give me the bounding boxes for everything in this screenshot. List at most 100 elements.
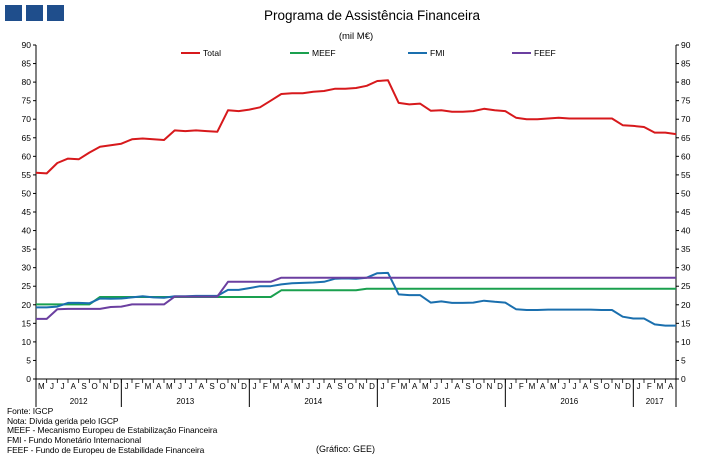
x-tick-label: J xyxy=(445,382,449,391)
y-tick-label: 80 xyxy=(22,77,32,87)
x-tick-label: S xyxy=(209,382,214,391)
x-tick-label: O xyxy=(220,382,226,391)
y-tick-label: 25 xyxy=(681,281,691,291)
x-tick-label: J xyxy=(189,382,193,391)
x-tick-label: F xyxy=(391,382,396,391)
x-tick-label: J xyxy=(50,382,54,391)
series-line-fmi xyxy=(36,271,676,327)
x-tick-label: M xyxy=(166,382,173,391)
y-tick-label: 30 xyxy=(22,263,32,273)
x-tick-label: M xyxy=(657,382,664,391)
chart-title: Programa de Assistência Financeira xyxy=(264,8,481,23)
x-tick-label: J xyxy=(637,382,641,391)
year-label: 2012 xyxy=(70,397,88,406)
x-tick-label: J xyxy=(317,382,321,391)
y-tick-label: 0 xyxy=(26,374,31,384)
x-tick-label: J xyxy=(434,382,438,391)
footnote-fmi: FMI - Fundo Monetário Internacional xyxy=(7,435,141,446)
x-tick-label: M xyxy=(401,382,408,391)
y-tick-label: 45 xyxy=(22,207,32,217)
logo-block xyxy=(5,5,22,21)
y-tick-label: 35 xyxy=(22,244,32,254)
x-tick-label: J xyxy=(381,382,385,391)
x-tick-label: J xyxy=(125,382,129,391)
x-tick-label: O xyxy=(92,382,98,391)
x-tick-label: M xyxy=(529,382,536,391)
x-tick-label: S xyxy=(465,382,470,391)
x-tick-label: J xyxy=(178,382,182,391)
y-tick-label: 10 xyxy=(22,337,32,347)
x-tick-label: J xyxy=(61,382,65,391)
legend: Total MEEF FMI FEEF xyxy=(181,48,556,58)
y-tick-label: 90 xyxy=(22,40,32,50)
y-tick-label: 60 xyxy=(22,151,32,161)
legend-label-feef: FEEF xyxy=(534,48,556,58)
x-tick-label: J xyxy=(573,382,577,391)
x-tick-label: O xyxy=(604,382,610,391)
x-tick-label: A xyxy=(540,382,546,391)
y-tick-label: 15 xyxy=(22,318,32,328)
series-line-total xyxy=(35,79,677,175)
y-tick-label: 0 xyxy=(681,374,686,384)
y-tick-label: 50 xyxy=(681,188,691,198)
x-tick-label: J xyxy=(306,382,310,391)
year-label: 2017 xyxy=(646,397,664,406)
x-tick-label: A xyxy=(583,382,589,391)
x-tick-label: S xyxy=(81,382,86,391)
y-tick-label: 25 xyxy=(22,281,32,291)
x-tick-label: A xyxy=(156,382,162,391)
legend-label-meef: MEEF xyxy=(312,48,336,58)
footnote-feef: FEEF - Fundo de Europeu de Estabilidade … xyxy=(7,444,205,455)
y-tick-label: 10 xyxy=(681,337,691,347)
x-tick-label: F xyxy=(647,382,652,391)
x-tick-label: A xyxy=(199,382,205,391)
y-tick-label: 30 xyxy=(681,263,691,273)
year-label: 2016 xyxy=(560,397,578,406)
y-tick-label: 5 xyxy=(681,355,686,365)
x-tick-label: M xyxy=(294,382,301,391)
chart-subtitle: (mil M€) xyxy=(339,31,373,42)
year-label: 2015 xyxy=(432,397,450,406)
x-tick-label: F xyxy=(519,382,524,391)
y-tick-label: 40 xyxy=(681,226,691,236)
x-tick-label: D xyxy=(625,382,631,391)
logo-block xyxy=(47,5,64,21)
x-tick-label: N xyxy=(614,382,620,391)
x-tick-label: F xyxy=(263,382,268,391)
x-tick-label: S xyxy=(337,382,342,391)
logo-block xyxy=(26,5,43,21)
y-tick-label: 65 xyxy=(22,133,32,143)
x-tick-label: D xyxy=(369,382,375,391)
y-tick-label: 75 xyxy=(681,96,691,106)
series-lines xyxy=(35,79,677,327)
x-tick-label: A xyxy=(327,382,333,391)
x-tick-label: S xyxy=(593,382,598,391)
x-tick-label: N xyxy=(358,382,364,391)
x-tick-label: D xyxy=(113,382,119,391)
x-tick-label: F xyxy=(135,382,140,391)
legend-label-total: Total xyxy=(203,48,221,58)
x-tick-label: A xyxy=(455,382,461,391)
y-tick-label: 55 xyxy=(681,170,691,180)
y-tick-label: 75 xyxy=(22,96,32,106)
y-tick-label: 55 xyxy=(22,170,32,180)
x-tick-label: A xyxy=(284,382,290,391)
x-tick-label: M xyxy=(550,382,557,391)
y-tick-label: 65 xyxy=(681,133,691,143)
footnote-note: Nota: Dívida gerida pelo IGCP xyxy=(7,415,119,426)
year-label: 2014 xyxy=(304,397,322,406)
x-tick-label: N xyxy=(102,382,108,391)
y-tick-label: 20 xyxy=(22,300,32,310)
y-tick-label: 70 xyxy=(22,114,32,124)
chart-credit: (Gráfico: GEE) xyxy=(316,444,376,454)
x-tick-label: D xyxy=(497,382,503,391)
y-tick-label: 85 xyxy=(681,59,691,69)
y-tick-label: 60 xyxy=(681,151,691,161)
logo xyxy=(5,5,64,21)
y-tick-label: 90 xyxy=(681,40,691,50)
x-tick-label: D xyxy=(241,382,247,391)
legend-label-fmi: FMI xyxy=(430,48,445,58)
x-tick-label: N xyxy=(486,382,492,391)
x-tick-label: A xyxy=(71,382,77,391)
